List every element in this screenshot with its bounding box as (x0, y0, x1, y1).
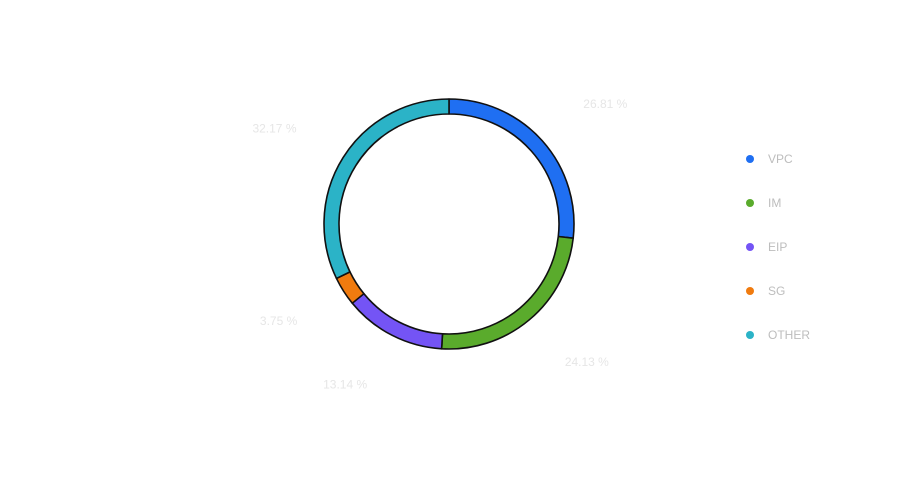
legend-label: IM (768, 196, 782, 210)
legend-item-vpc[interactable]: VPC (742, 148, 810, 170)
slice-label-im: 24.13 % (565, 355, 609, 369)
slice-other[interactable] (323, 98, 450, 280)
legend-dot-icon (746, 331, 754, 339)
legend-item-sg[interactable]: SG (742, 280, 810, 302)
legend-dot-icon (746, 199, 754, 207)
legend-label: VPC (768, 152, 793, 166)
slice-label-vpc: 26.81 % (583, 97, 627, 111)
legend-label: OTHER (768, 328, 810, 342)
legend: VPC IM EIP SG OTHER (742, 148, 810, 368)
legend-item-other[interactable]: OTHER (742, 324, 810, 346)
legend-label: SG (768, 284, 786, 298)
legend-dot-icon (746, 287, 754, 295)
legend-dot-icon (746, 155, 754, 163)
slice-label-other: 32.17 % (252, 121, 296, 135)
slice-eip[interactable] (351, 292, 444, 350)
slice-label-sg: 3.75 % (260, 314, 298, 328)
slice-im[interactable] (440, 235, 574, 350)
slice-label-eip: 13.14 % (323, 377, 367, 391)
legend-label: EIP (768, 240, 788, 254)
donut-slices (323, 98, 575, 350)
legend-item-eip[interactable]: EIP (742, 236, 810, 258)
slice-value-labels: 26.81 % 24.13 % 13.14 % 3.75 % 32.17 % (252, 97, 627, 391)
legend-dot-icon (746, 243, 754, 251)
legend-item-im[interactable]: IM (742, 192, 810, 214)
slice-vpc[interactable] (448, 98, 575, 239)
